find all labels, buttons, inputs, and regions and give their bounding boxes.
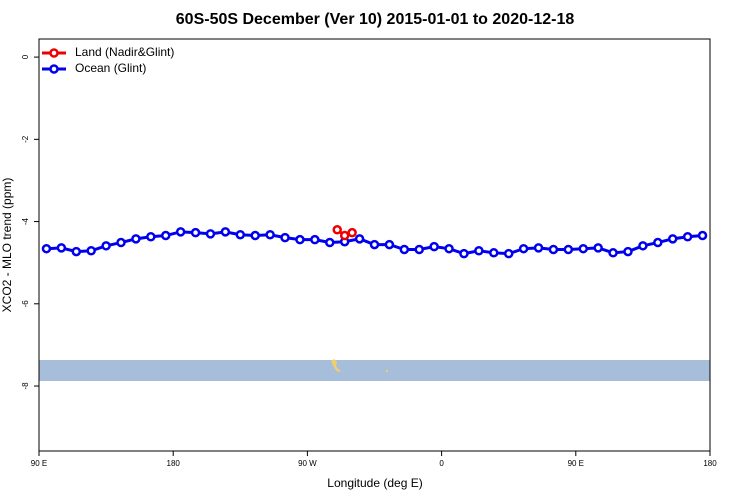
data-point — [578, 243, 589, 254]
data-point — [563, 244, 574, 255]
data-point — [190, 227, 201, 238]
data-point — [295, 234, 305, 245]
data-point — [593, 243, 603, 253]
data-point — [71, 246, 82, 257]
data-point — [384, 239, 395, 250]
data-point — [608, 248, 618, 258]
data-point — [220, 227, 231, 237]
land-patch — [386, 370, 388, 372]
data-point — [86, 246, 96, 256]
legend-label: Ocean (Glint) — [75, 61, 146, 75]
data-point — [638, 241, 648, 251]
data-point — [160, 230, 171, 241]
legend-label: Land (Nadir&Glint) — [75, 45, 174, 59]
data-point — [653, 237, 663, 248]
data-point — [414, 244, 424, 255]
y-tick-label: -6 — [21, 300, 30, 308]
data-point — [41, 243, 52, 254]
data-point — [429, 241, 439, 252]
data-point — [503, 248, 514, 259]
data-point — [369, 239, 380, 250]
data-point — [235, 229, 246, 240]
data-point — [459, 248, 469, 259]
y-tick-label: 0 — [21, 54, 30, 59]
plot-frame — [38, 38, 711, 452]
data-point — [325, 237, 335, 248]
x-tick-label: 0 — [439, 459, 444, 468]
data-point — [489, 248, 499, 258]
data-point — [265, 229, 275, 240]
data-point — [56, 243, 67, 253]
x-tick-label: 90 W — [298, 459, 317, 468]
data-point — [175, 227, 186, 237]
data-point — [518, 243, 529, 254]
data-point — [533, 243, 544, 253]
data-point — [101, 241, 111, 251]
data-point — [250, 230, 260, 241]
data-point — [280, 232, 290, 243]
legend-marker — [49, 48, 59, 58]
data-point — [131, 234, 141, 244]
data-point — [310, 234, 320, 245]
y-tick-label: -2 — [21, 135, 30, 143]
legend-marker — [49, 64, 59, 74]
y-axis-label: XCO2 - MLO trend (ppm) — [0, 178, 14, 313]
data-point — [116, 237, 126, 248]
data-point — [146, 232, 156, 242]
map-strip — [39, 360, 710, 381]
x-tick-label: 90 E — [31, 459, 47, 468]
data-point — [623, 246, 633, 257]
data-point — [354, 234, 365, 244]
data-point — [399, 244, 410, 255]
data-point — [697, 230, 708, 241]
land-patch — [331, 359, 341, 372]
data-point — [347, 227, 357, 238]
y-tick-label: -4 — [21, 217, 30, 225]
chart-title: 60S-50S December (Ver 10) 2015-01-01 to … — [176, 11, 575, 28]
x-tick-label: 180 — [703, 459, 717, 468]
data-point — [339, 230, 350, 241]
data-point — [667, 234, 678, 244]
data-point — [444, 243, 454, 254]
data-point — [548, 244, 559, 255]
data-point — [474, 246, 484, 256]
data-point — [332, 225, 342, 235]
y-tick-label: -8 — [21, 382, 30, 390]
data-point — [682, 232, 693, 242]
x-tick-label: 180 — [167, 459, 181, 468]
data-point — [205, 229, 216, 239]
x-tick-label: 90 E — [568, 459, 584, 468]
x-axis-label: Longitude (deg E) — [327, 476, 422, 490]
